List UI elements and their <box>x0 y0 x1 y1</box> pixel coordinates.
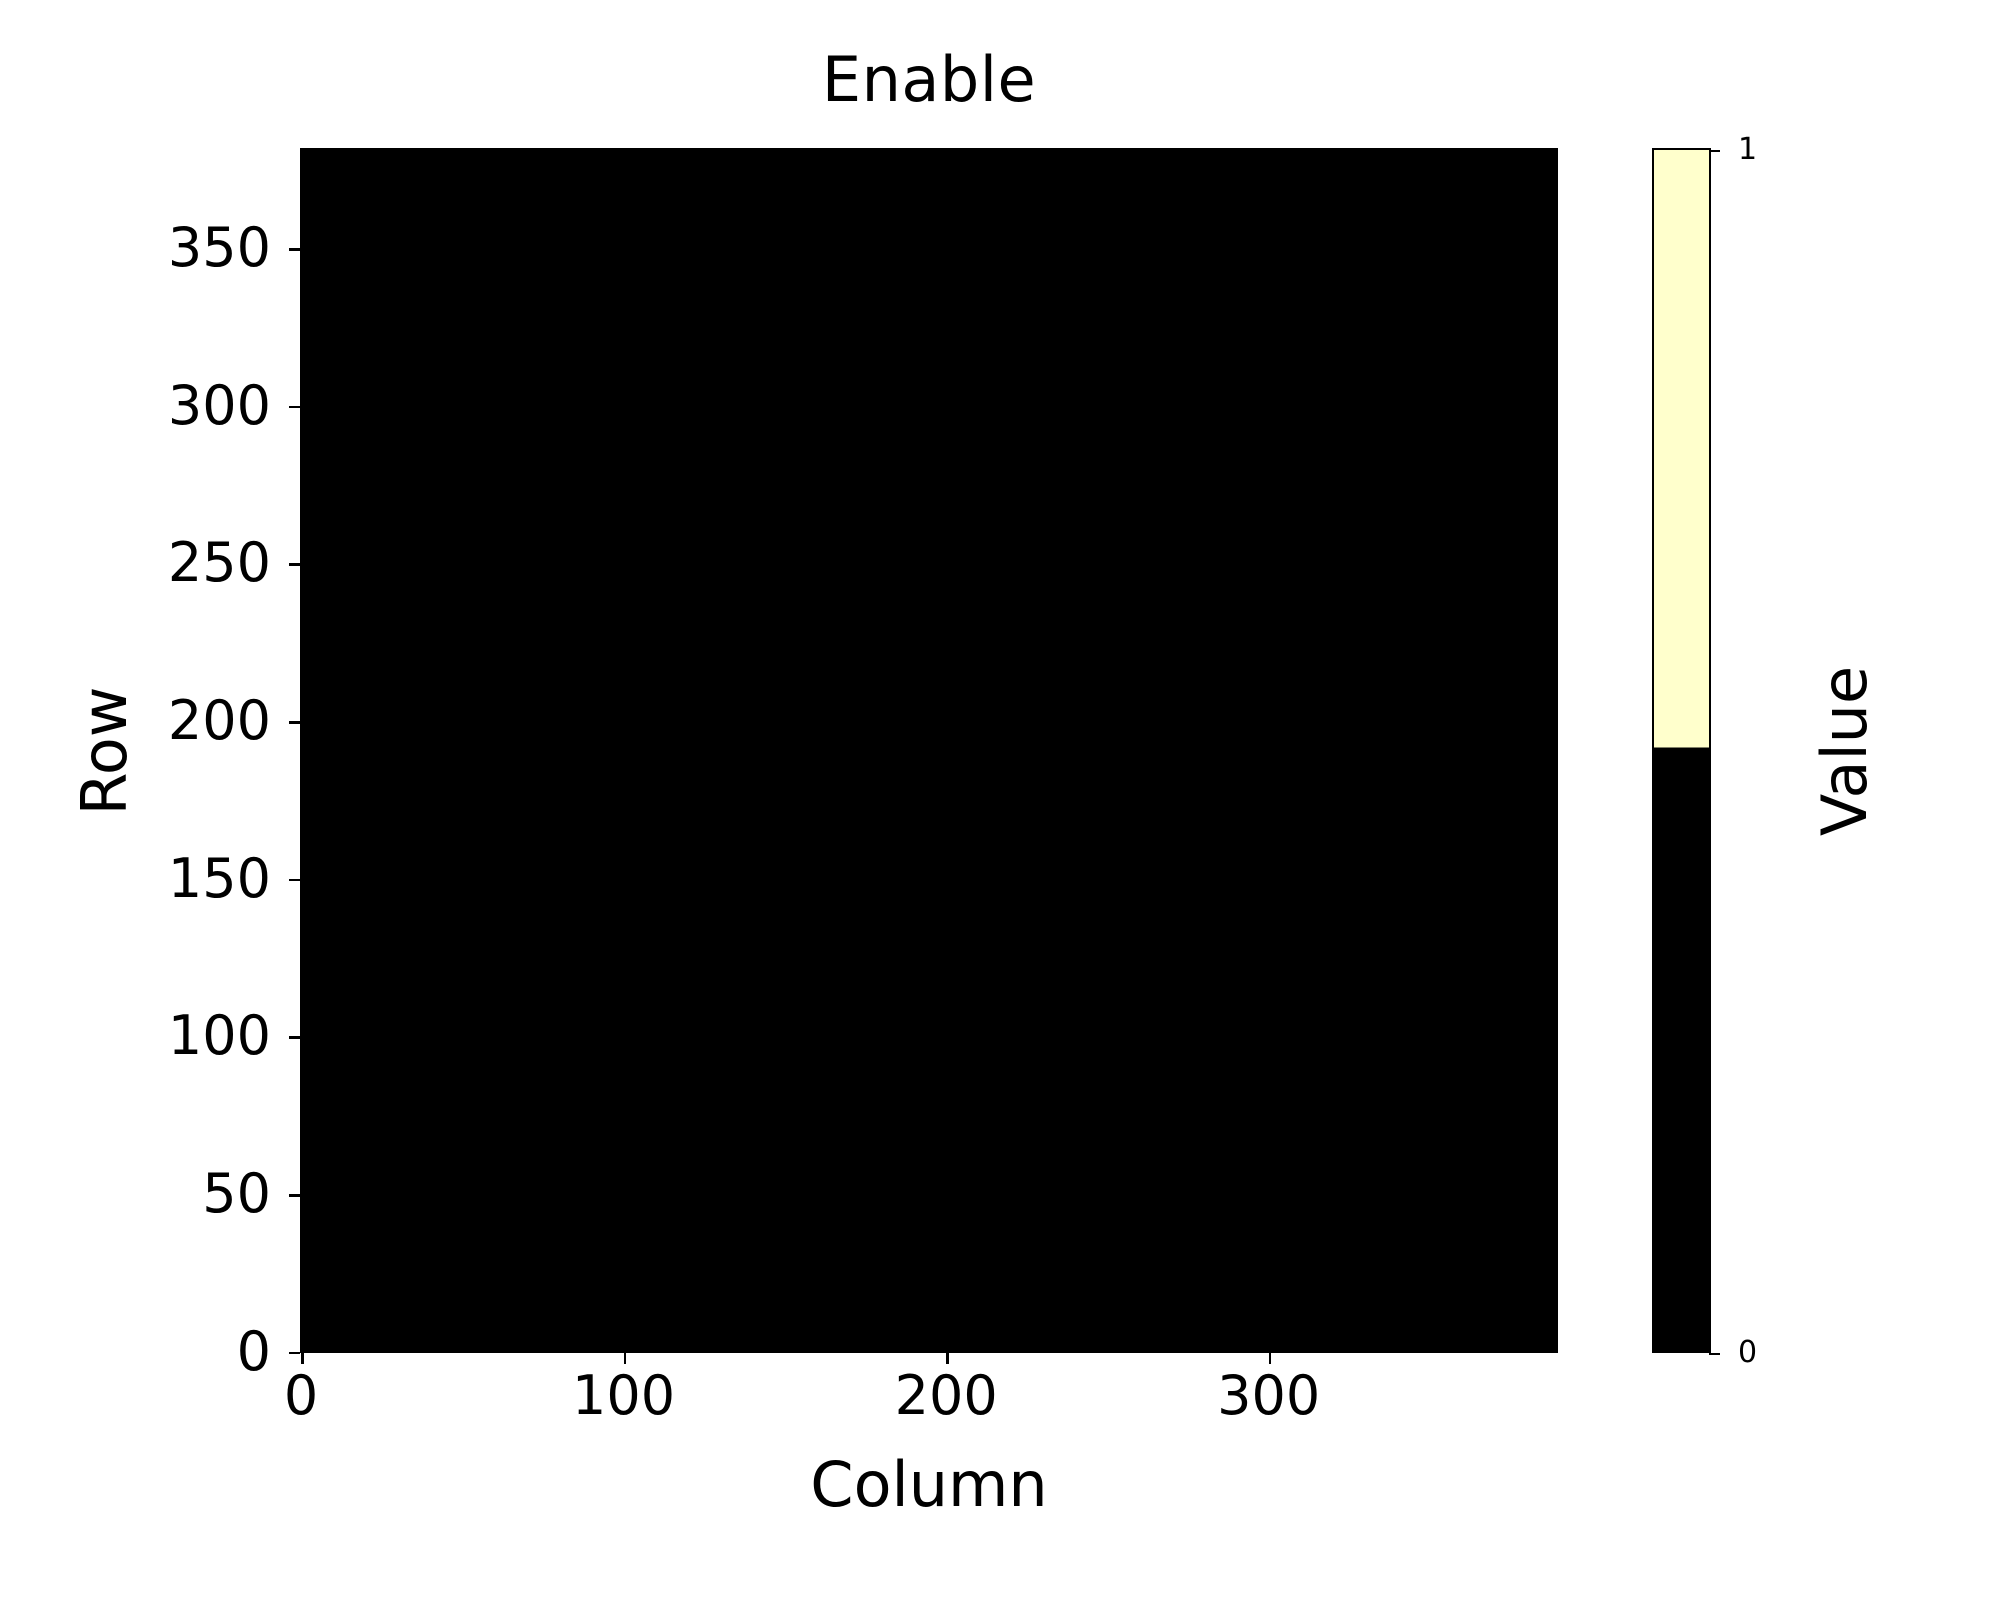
x-tick-300: 300 <box>1217 1353 1320 1423</box>
y-tick-100: 100 <box>168 1009 300 1063</box>
x-tick-100: 100 <box>572 1353 675 1423</box>
colorbar-tick-1: 1 <box>1709 135 1757 165</box>
y-tick-300: 300 <box>168 378 300 432</box>
x-tick-label-100: 100 <box>572 1364 676 1427</box>
page-title: Enable <box>821 43 1037 116</box>
y-tick-label-200: 200 <box>167 689 271 752</box>
x-axis-label: Column <box>810 1448 1048 1521</box>
x-tick-0: 0 <box>284 1353 318 1423</box>
y-tick-350: 350 <box>168 221 300 275</box>
y-tick-50: 50 <box>202 1167 300 1221</box>
y-axis-label: Row <box>52 148 158 1353</box>
y-axis-label-text: Row <box>68 686 141 815</box>
y-tick-150: 150 <box>168 851 300 905</box>
y-tick-label-150: 150 <box>167 846 271 910</box>
y-tick-label-50: 50 <box>202 1162 271 1225</box>
y-tick-250: 250 <box>168 536 300 590</box>
y-tick-label-100: 100 <box>167 1004 271 1068</box>
heatmap-image <box>300 148 1558 1353</box>
heatmap-axes[interactable]: 0 50 100 150 200 250 300 350 0 100 <box>168 148 1558 1423</box>
y-tick-200: 200 <box>168 694 300 748</box>
x-tick-label-0: 0 <box>283 1364 319 1427</box>
y-tick-label-250: 250 <box>167 531 271 595</box>
y-tick-label-0: 0 <box>236 1319 271 1383</box>
y-tick-0: 0 <box>237 1324 300 1378</box>
colorbar-gradient <box>1654 150 1709 1351</box>
y-tick-label-300: 300 <box>167 373 271 437</box>
colorbar-tick-label-0: 0 <box>1738 1334 1758 1370</box>
x-tick-label-200: 200 <box>894 1364 998 1427</box>
colorbar-label-text: Value <box>1808 665 1881 836</box>
y-tick-label-350: 350 <box>167 216 271 279</box>
colorbar[interactable]: 1 0 <box>1652 135 1757 1367</box>
colorbar-tick-label-1: 1 <box>1738 132 1758 167</box>
x-tick-200: 200 <box>895 1353 998 1423</box>
colorbar-label: Value <box>1790 148 1900 1353</box>
colorbar-tick-0: 0 <box>1709 1337 1757 1367</box>
x-tick-label-300: 300 <box>1217 1364 1321 1427</box>
